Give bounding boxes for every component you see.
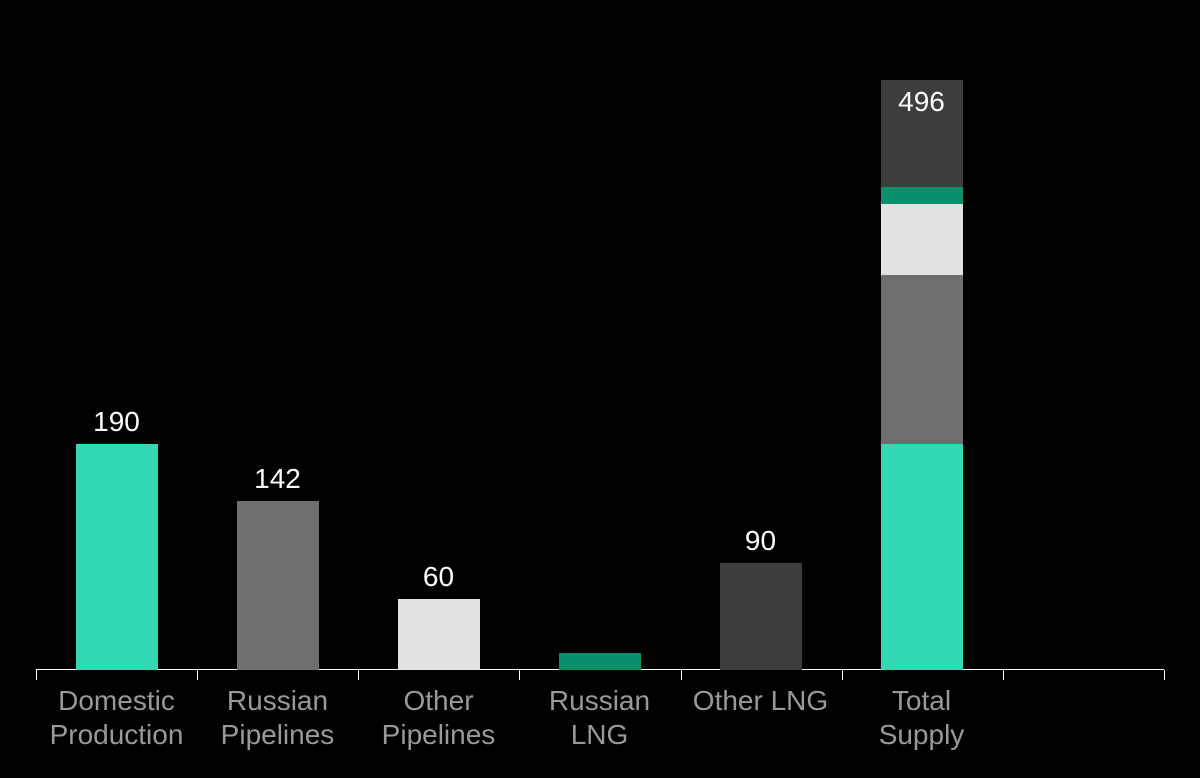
value-label-domestic: 190	[36, 406, 197, 438]
value-label-oth_lng: 90	[680, 525, 841, 557]
plot-area: 190142 60 90 496	[36, 80, 1164, 670]
category-label-line: Domestic	[36, 684, 197, 718]
category-label-line: Other	[358, 684, 519, 718]
x-axis-tick	[681, 670, 682, 680]
x-axis-tick	[519, 670, 520, 680]
x-axis-labels: DomesticProductionRussianPipelinesOtherP…	[36, 680, 1164, 770]
total-segment-domestic	[881, 444, 963, 670]
value-label-oth_pipe: 60	[358, 561, 519, 593]
total-segment-rus_pipe	[881, 275, 963, 444]
category-label-line: Supply	[841, 718, 1002, 752]
category-label-line: LNG	[519, 718, 680, 752]
total-segment-oth_pipe	[881, 204, 963, 275]
category-label-line: Pipelines	[197, 718, 358, 752]
x-axis-tick	[358, 670, 359, 680]
category-label-oth_pipe: OtherPipelines	[358, 684, 519, 751]
category-label-line: Total	[841, 684, 1002, 718]
bar-rus_lng	[559, 653, 641, 670]
bar-oth_pipe	[398, 599, 480, 670]
category-label-oth_lng: Other LNG	[680, 684, 841, 718]
bar-oth_lng	[720, 563, 802, 670]
bar-total	[881, 80, 963, 670]
bar-domestic	[76, 444, 158, 670]
x-axis-tick	[197, 670, 198, 680]
x-axis-tick	[842, 670, 843, 680]
category-label-line: Russian	[519, 684, 680, 718]
category-label-rus_pipe: RussianPipelines	[197, 684, 358, 751]
x-axis-tick	[1003, 670, 1004, 680]
value-label-total: 496	[841, 86, 1002, 118]
category-label-rus_lng: RussianLNG	[519, 684, 680, 751]
category-label-domestic: DomesticProduction	[36, 684, 197, 751]
bar-rus_pipe	[237, 501, 319, 670]
category-label-line: Pipelines	[358, 718, 519, 752]
category-label-total: TotalSupply	[841, 684, 1002, 751]
category-label-line: Production	[36, 718, 197, 752]
category-label-line: Other LNG	[680, 684, 841, 718]
x-axis-tick	[1164, 670, 1165, 680]
x-axis-tick	[36, 670, 37, 680]
total-segment-rus_lng	[881, 187, 963, 204]
supply-waterfall-chart: 1901426090496 DomesticProductionRussianP…	[0, 0, 1200, 778]
category-label-line: Russian	[197, 684, 358, 718]
value-label-rus_pipe: 142	[197, 463, 358, 495]
